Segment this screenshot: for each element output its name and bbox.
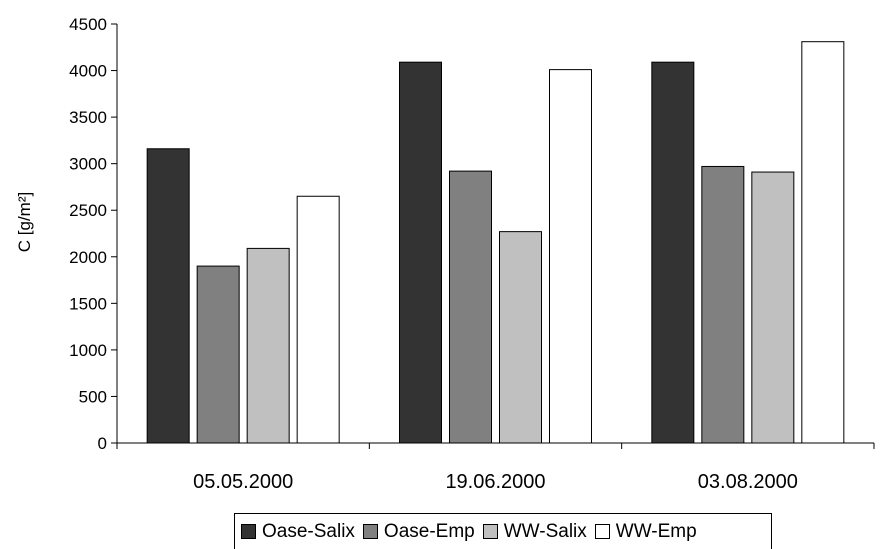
bar-ww-emp-2 [801, 41, 845, 444]
bar-oase-emp-2 [701, 165, 745, 444]
y-tick-label: 1500 [69, 294, 107, 313]
bar-ww-emp-0 [296, 195, 340, 444]
legend-label: Oase-Emp [383, 520, 475, 542]
bar-ww-emp-1 [549, 69, 592, 444]
bar-ww-salix-1 [499, 231, 542, 444]
bar-oase-salix-1 [399, 61, 442, 444]
legend-item: Oase-Salix [241, 521, 355, 543]
legend-swatch [362, 524, 378, 539]
y-tick-label: 0 [98, 434, 107, 453]
bar-oase-emp-0 [196, 265, 240, 444]
legend-label: Oase-Salix [262, 520, 355, 542]
bar-ww-salix-2 [751, 171, 795, 444]
x-tick-label: 19.06.2000 [445, 471, 545, 493]
legend: Oase-Salix Oase-Emp WW-Salix WW-Emp [234, 513, 772, 549]
legend-item: WW-Emp [594, 520, 697, 543]
bar-oase-salix-2 [651, 61, 695, 444]
legend-item: Oase-Emp [362, 520, 475, 543]
y-tick-label: 500 [79, 387, 107, 406]
y-axis: 0 500 1000 1500 2000 2500 3000 3500 4000 4500 [69, 15, 118, 453]
legend-swatch [241, 524, 256, 539]
y-tick-label: 1000 [69, 341, 107, 360]
bar-oase-salix-0 [146, 148, 190, 444]
legend-label: WW-Emp [615, 520, 697, 542]
y-tick-label: 4000 [69, 62, 107, 81]
y-tick-label: 2000 [69, 248, 107, 267]
y-tick-label: 3500 [69, 108, 107, 127]
x-axis: 05.05.2000 19.06.2000 03.08.2000 [116, 442, 875, 493]
x-tick-label: 05.05.2000 [193, 471, 293, 493]
y-tick-label: 3000 [69, 155, 107, 174]
bar-oase-emp-1 [449, 170, 492, 444]
bars [146, 41, 845, 444]
y-tick-label: 2500 [69, 201, 107, 220]
y-axis-label: C [g/m²] [15, 192, 34, 252]
legend-item: WW-Salix [482, 520, 587, 543]
bar-ww-salix-0 [246, 247, 290, 444]
x-tick-label: 03.08.2000 [698, 471, 798, 493]
legend-label: WW-Salix [503, 520, 587, 542]
legend-swatch [594, 524, 610, 539]
y-tick-label: 4500 [69, 15, 107, 34]
legend-swatch [482, 524, 498, 539]
